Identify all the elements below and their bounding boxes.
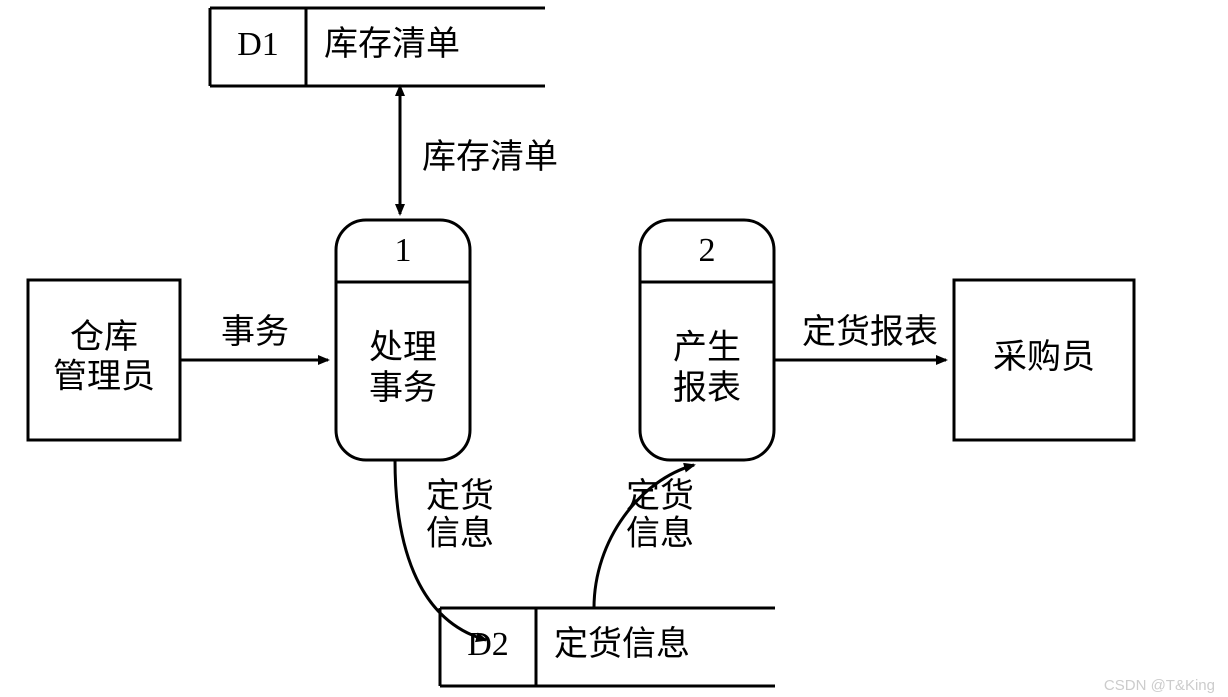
process-p1-id: 1 xyxy=(395,232,412,269)
edge-admin_to_p1-label: 事务 xyxy=(221,313,289,351)
watermark: CSDN @T&King xyxy=(1104,677,1215,694)
process-p1-label: 处理 xyxy=(369,329,437,366)
process-p2-id: 2 xyxy=(699,232,716,269)
edge-p2_to_purchaser-label: 定货报表 xyxy=(802,313,938,351)
entity-label-warehouse_admin: 管理员 xyxy=(53,357,155,395)
process-p2-label: 产生 xyxy=(673,328,741,366)
edge-d2_to_p2-label: 定货 xyxy=(626,477,694,515)
entity-label-warehouse_admin: 仓库 xyxy=(70,318,138,356)
datastore-d2-id: D2 xyxy=(467,626,509,663)
process-p1-label: 事务 xyxy=(369,369,437,407)
edge-p1_to_d2-label: 信息 xyxy=(426,514,494,552)
edge-d1_to_p1-label: 库存清单 xyxy=(422,138,558,176)
datastore-d2-label: 定货信息 xyxy=(554,625,690,663)
process-p2-label: 报表 xyxy=(673,369,741,407)
data-flow-diagram: 仓库管理员采购员D1库存清单D2定货信息1处理事务2产生报表事务库存清单定货报表… xyxy=(0,0,1228,697)
edge-p1_to_d2-label: 定货 xyxy=(426,477,494,515)
edge-d2_to_p2-label: 信息 xyxy=(626,514,694,552)
entity-label-purchaser: 采购员 xyxy=(993,338,1095,376)
datastore-d1-label: 库存清单 xyxy=(324,25,460,63)
datastore-d1-id: D1 xyxy=(237,26,279,63)
